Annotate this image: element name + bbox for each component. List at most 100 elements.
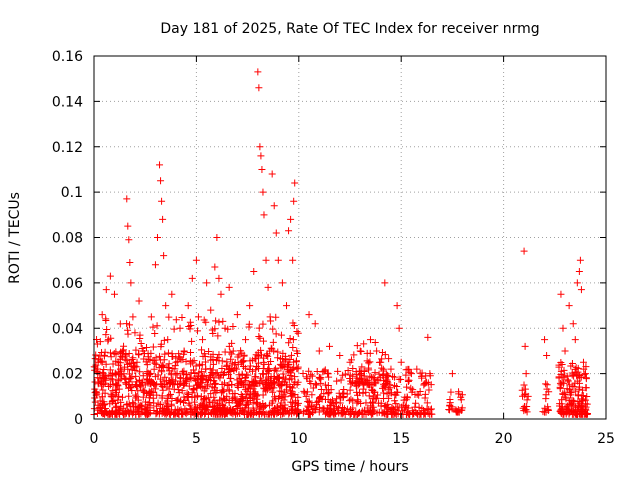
data-point — [216, 410, 224, 418]
data-point — [136, 331, 144, 339]
data-point — [186, 373, 194, 381]
data-point — [180, 367, 188, 375]
data-point — [227, 374, 235, 382]
data-point — [120, 342, 128, 350]
data-point — [371, 339, 379, 347]
data-point — [132, 372, 140, 380]
data-point — [238, 370, 246, 378]
y-axis-title: ROTI / TECUs — [7, 192, 23, 284]
data-point — [104, 410, 112, 418]
data-point — [340, 385, 348, 393]
data-point — [262, 381, 270, 389]
data-point — [558, 403, 566, 411]
data-point — [194, 313, 202, 321]
data-point — [151, 261, 159, 269]
data-point — [577, 286, 585, 294]
x-tick-label: 20 — [495, 431, 513, 447]
data-point — [91, 378, 99, 386]
data-point — [202, 318, 210, 326]
data-point — [578, 395, 586, 403]
data-point — [286, 335, 294, 343]
x-tick-label: 0 — [90, 431, 99, 447]
data-point — [558, 360, 566, 368]
data-point — [559, 324, 567, 332]
data-point — [557, 371, 565, 379]
data-point — [153, 234, 161, 241]
data-point — [165, 377, 173, 385]
data-point — [180, 350, 188, 358]
data-point — [210, 393, 218, 401]
data-point — [447, 388, 455, 396]
data-point — [196, 410, 204, 418]
data-point — [238, 395, 246, 403]
data-point — [335, 389, 343, 397]
data-point — [306, 377, 314, 385]
data-point — [392, 410, 400, 418]
data-point — [180, 380, 188, 388]
data-point — [294, 408, 302, 416]
data-point — [289, 336, 297, 344]
y-tick-label: 0.06 — [52, 276, 83, 292]
data-point — [576, 400, 584, 408]
data-point — [384, 379, 392, 387]
data-point — [125, 350, 133, 358]
data-point — [565, 302, 573, 310]
data-point — [91, 355, 99, 363]
data-point — [188, 408, 196, 416]
data-point — [125, 370, 133, 378]
data-point — [458, 404, 466, 412]
data-point — [246, 385, 254, 393]
data-point — [289, 256, 297, 264]
data-point — [133, 407, 141, 415]
data-point — [241, 374, 249, 382]
data-point — [137, 339, 145, 347]
data-point — [381, 351, 389, 359]
data-point — [130, 363, 138, 371]
data-point — [160, 404, 168, 412]
data-point — [331, 409, 339, 417]
data-point — [95, 403, 103, 411]
data-point — [541, 336, 549, 344]
data-point — [404, 408, 412, 416]
data-point — [309, 408, 317, 416]
data-point — [178, 410, 186, 418]
data-point — [176, 374, 184, 382]
data-point — [288, 384, 296, 392]
data-point — [264, 283, 272, 291]
data-point — [364, 408, 372, 416]
data-point — [564, 377, 572, 385]
data-point — [320, 407, 328, 415]
data-point — [150, 365, 158, 373]
data-point — [128, 355, 136, 363]
data-point — [233, 376, 241, 384]
data-point — [415, 391, 423, 399]
data-point — [317, 386, 325, 394]
data-point — [321, 366, 329, 374]
data-point — [380, 367, 388, 375]
data-point — [98, 393, 106, 401]
data-point — [115, 377, 123, 385]
data-point — [582, 384, 590, 392]
data-point — [152, 360, 160, 368]
data-point — [346, 358, 354, 366]
data-point — [225, 342, 233, 350]
data-point — [274, 403, 282, 411]
data-point — [102, 360, 110, 368]
data-point — [453, 408, 461, 416]
data-point — [107, 353, 115, 361]
data-point — [358, 363, 366, 371]
data-point — [159, 215, 167, 223]
data-point — [106, 409, 114, 417]
data-point — [135, 297, 143, 305]
data-point — [583, 392, 591, 400]
data-point — [102, 286, 110, 294]
data-point — [220, 386, 228, 394]
data-point — [414, 410, 422, 418]
data-point — [151, 359, 159, 367]
data-point — [336, 392, 344, 400]
data-point — [160, 252, 168, 260]
data-point — [246, 391, 254, 399]
data-point — [203, 279, 211, 287]
y-tick-label: 0.16 — [52, 49, 83, 65]
